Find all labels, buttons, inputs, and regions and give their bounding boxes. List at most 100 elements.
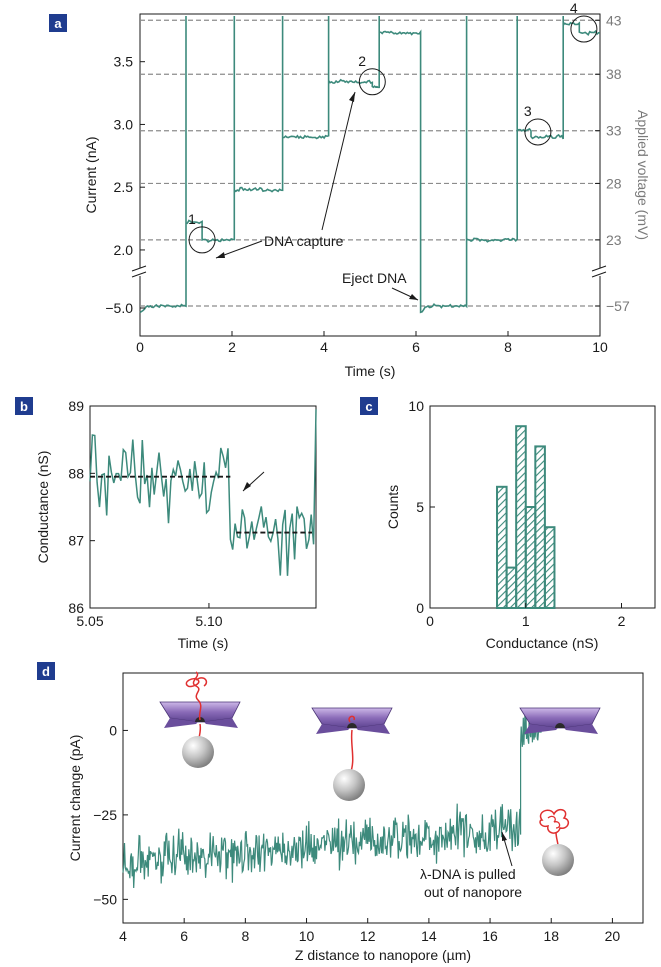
panel-a-y2-tick-label: 33 [606,123,622,139]
panel-a-y2-tick-label: 43 [606,12,622,28]
panel-d-x-tick-label: 16 [482,928,498,944]
dna-capture-arrowhead-2 [349,92,355,102]
panel-c-bars [496,425,556,610]
panel-a-frame [139,13,601,337]
panel-b-y-tick-label: 89 [68,398,84,414]
free-dna-bead [539,808,574,876]
panel-a-y2-tick-label: 23 [606,232,622,248]
panel-a-ylabel: Current (nA) [83,136,99,213]
panel-b-x-tick-label: 5.05 [76,613,103,629]
histogram-bar [515,425,527,610]
panel-b: b 5.05 5.10 86 87 88 89 Conductance (nS) Time… [15,397,317,651]
panel-a-y2-tick-label: 38 [606,66,622,82]
panel-b-x-tick-label: 5.10 [195,613,222,629]
panel-c-ylabel: Counts [385,485,401,529]
svg-text:c: c [365,399,372,414]
panel-a-y-tick-label: 2.5 [114,179,134,195]
panel-a-x-tick-label: 2 [228,339,236,355]
event-marker-label: 4 [570,0,578,16]
panel-d-badge: d [37,662,55,680]
panel-d-trace [122,707,543,889]
panel-a-y-tick-label: 3.5 [114,54,134,70]
panel-b-y-tick-label: 88 [68,465,84,481]
histogram-bar [543,526,556,610]
event-marker-circle [188,226,216,254]
panel-b-y-tick-label: 87 [68,533,84,549]
axis-break-right [591,265,607,278]
dna-capture-label: DNA capture [264,233,344,249]
panel-c-x-tick-label: 2 [618,613,626,629]
panel-a-x-tick-label: 0 [136,339,144,355]
panel-d-current-trace [122,707,543,889]
event-marker-circle [570,15,598,43]
panel-c-axes: 0 1 2 0 5 10 [408,398,625,629]
panel-d-x-tick-label: 10 [299,928,315,944]
dna-pulled-arrowhead [502,832,507,841]
panel-b-y-tick-label: 86 [68,600,84,616]
panel-d-x-tick-label: 14 [421,928,437,944]
svg-text:d: d [42,664,50,679]
panel-b-arrowhead [243,482,251,491]
panel-a-y-tick-label: 3.0 [114,116,134,132]
panel-b-badge: b [15,397,33,415]
panel-a-event-markers: 1 2 3 4 [188,0,598,254]
panel-c-y-tick-label: 0 [416,600,424,616]
event-marker-label: 3 [524,103,532,119]
panel-d-x-tick-label: 8 [241,928,249,944]
panel-d-x-tick-label: 12 [360,928,376,944]
panel-a-y-tick-label: 2.0 [114,242,134,258]
panel-d-y-tick-label: −25 [93,807,117,823]
panel-a-y2label: Applied voltage (mV) [635,110,651,240]
panel-a-x-tick-label: 8 [504,339,512,355]
panel-b-xlabel: Time (s) [178,635,229,651]
histogram-bar [496,485,508,609]
panel-c: c 0 1 2 0 5 10 Counts Conductance (nS) [360,397,656,651]
panel-a-x-tick-label: 6 [412,339,420,355]
panel-d-x-tick-label: 4 [119,928,127,944]
panel-c-xlabel: Conductance (nS) [486,635,599,651]
event-marker-label: 2 [358,53,366,69]
panel-a-y2-tick-label: 28 [606,175,622,191]
histogram-bar [505,566,518,609]
panel-c-x-tick-label: 0 [426,613,434,629]
panel-d-y-tick-label: 0 [109,722,117,738]
panel-d-x-tick-label: 18 [543,928,559,944]
panel-d-y-tick-label: −50 [93,891,117,907]
panel-c-x-tick-label: 1 [522,613,530,629]
panel-d-x-tick-label: 20 [605,928,621,944]
dna-capture-arrowhead-1 [216,252,225,258]
histogram-bar [534,445,546,609]
panel-b-ylabel: Conductance (nS) [35,451,51,564]
event-marker-circle [524,118,552,146]
event-marker-circle [358,68,386,96]
dna-pulled-label-line2: out of nanopore [424,884,522,900]
panel-a-x-tick-label: 4 [320,339,328,355]
panel-d-axes: 4 6 8 10 12 14 16 18 20 −50 −25 0 [93,722,620,944]
histogram-bar [524,506,537,609]
panel-a-xlabel: Time (s) [345,363,396,379]
panel-a-y-tick-label: −5.0 [105,300,133,316]
event-marker-label: 1 [188,211,196,227]
panel-d: d 4 6 8 10 12 14 16 18 20 −50 −25 0 [37,662,644,963]
panel-d-xlabel: Z distance to nanopore (µm) [295,947,471,963]
nanopore-schematic-2 [311,707,393,801]
dna-capture-arrow-2 [321,91,356,231]
svg-text:a: a [54,16,62,31]
panel-d-x-tick-label: 6 [180,928,188,944]
panel-d-ylabel: Current change (pA) [67,735,83,862]
panel-a-current-trace [139,16,600,314]
axis-break-left [131,265,147,278]
dna-pulled-label-line1: λ-DNA is pulled [420,866,516,882]
panel-a-trace [139,16,600,314]
panel-a-x-tick-label: 10 [592,339,608,355]
nanopore-schematic-1 [159,671,241,768]
panel-c-badge: c [360,397,378,415]
eject-dna-arrowhead [409,294,418,300]
panel-c-y-tick-label: 5 [416,499,424,515]
panel-b-conductance-trace [89,409,317,576]
panel-b-frame [89,405,317,609]
nanopore-schematic-3 [519,707,601,734]
